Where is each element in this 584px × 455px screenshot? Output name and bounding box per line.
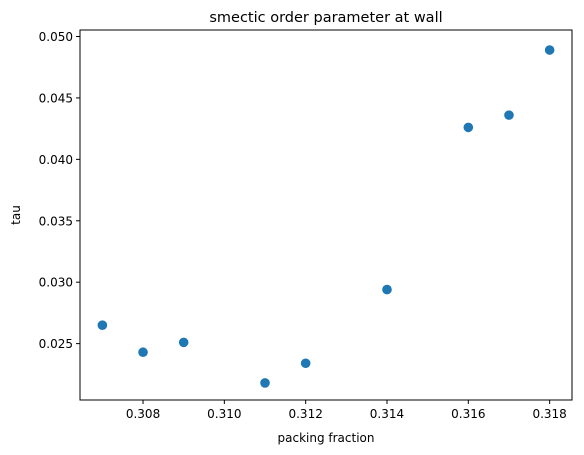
plot-frame xyxy=(79,29,573,401)
y-axis-label: tau xyxy=(9,205,23,225)
y-tick-label: 0.025 xyxy=(39,337,73,351)
chart-title: smectic order parameter at wall xyxy=(209,10,442,26)
data-point-6 xyxy=(382,284,392,295)
y-tick-label: 0.030 xyxy=(39,276,73,290)
x-tick-label: 0.308 xyxy=(126,407,160,421)
x-axis-ticks: 0.308 0.310 0.312 0.314 0.316 0.318 xyxy=(126,400,567,421)
data-point-1 xyxy=(97,320,108,330)
y-tick-label: 0.040 xyxy=(39,153,73,167)
x-tick-label: 0.316 xyxy=(451,407,485,421)
data-point-2 xyxy=(138,347,148,358)
x-tick-label: 0.310 xyxy=(207,407,241,421)
y-tick-label: 0.050 xyxy=(39,30,73,44)
data-point-5 xyxy=(300,358,311,369)
data-point-8 xyxy=(504,110,514,120)
y-tick-label: 0.035 xyxy=(39,214,73,228)
data-points-group xyxy=(97,45,555,388)
data-point-9 xyxy=(544,45,555,55)
x-axis-label: packing fraction xyxy=(278,431,375,445)
data-point-3 xyxy=(178,337,189,348)
x-tick-label: 0.318 xyxy=(532,407,566,421)
plot-area xyxy=(80,30,572,400)
x-tick-label: 0.314 xyxy=(370,407,404,421)
y-tick-label: 0.045 xyxy=(39,91,73,105)
y-axis-ticks: 0.025 0.030 0.035 0.040 0.045 0.050 xyxy=(39,30,80,351)
data-point-4 xyxy=(260,378,270,388)
x-tick-label: 0.312 xyxy=(288,407,322,421)
data-point-7 xyxy=(463,122,474,133)
